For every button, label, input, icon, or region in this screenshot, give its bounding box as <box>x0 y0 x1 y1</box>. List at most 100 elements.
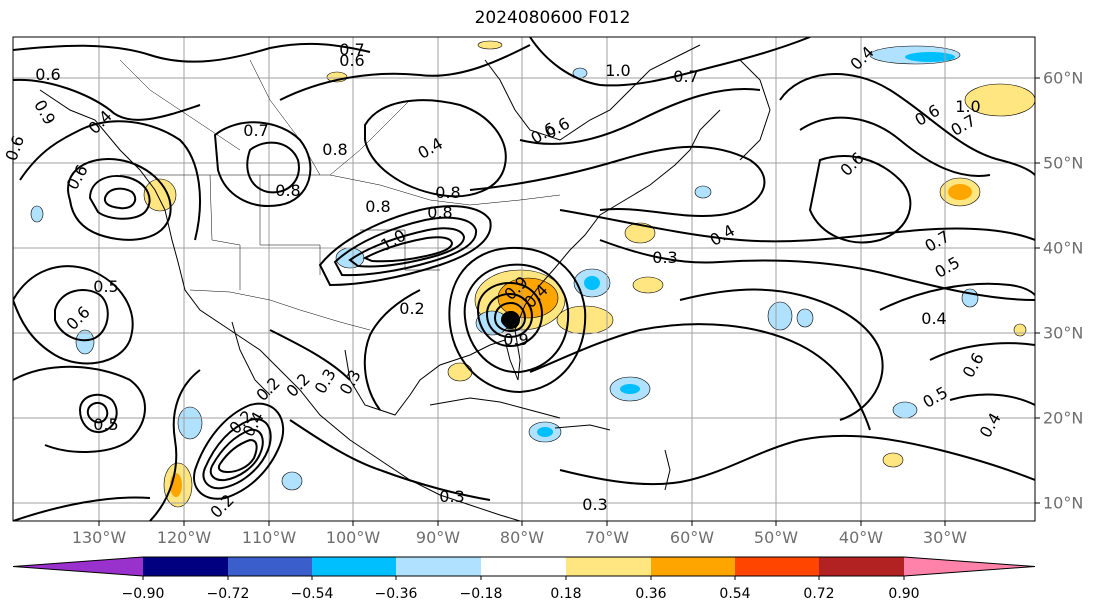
lat-label: 10°N <box>1043 493 1084 513</box>
negative-patch <box>281 471 303 491</box>
colorbar-segment <box>819 557 904 576</box>
lat-label: 60°N <box>1043 68 1084 88</box>
contour-lines <box>13 37 1035 521</box>
colorbar-tick-label: 0.54 <box>719 586 751 602</box>
contour-label: 0.3 <box>652 248 677 267</box>
colorbar-tick-label: 0.36 <box>635 586 667 602</box>
contour-label: 0.4 <box>706 221 738 250</box>
contour-label: 0.4 <box>921 309 946 328</box>
lon-label: 110°W <box>241 528 297 547</box>
contour-label: 0.6 <box>2 133 29 163</box>
negative-patch <box>892 401 918 419</box>
colorbar-tick-label: −0.90 <box>121 586 165 602</box>
shaded-anomaly-patches <box>30 40 1035 508</box>
lon-label: 60°W <box>669 528 715 547</box>
colorbar-segment <box>651 557 735 576</box>
strong-negative-patch <box>537 427 553 437</box>
negative-patch <box>796 308 814 328</box>
negative-patch <box>694 185 712 199</box>
contour-label: 0.5 <box>919 383 951 412</box>
strong-negative-patch <box>620 384 640 394</box>
colorbar-tick-label: −0.72 <box>206 586 250 602</box>
lon-label: 120°W <box>156 528 212 547</box>
contour-label: 1.0 <box>955 97 980 116</box>
contour-label: 0.6 <box>959 349 988 381</box>
map-title: 2024080600 F012 <box>474 8 631 28</box>
lat-label: 50°N <box>1043 153 1084 173</box>
positive-patch <box>1013 323 1027 337</box>
lat-label: 30°N <box>1043 323 1084 343</box>
contour-label: 0.6 <box>836 148 867 179</box>
contour-label: 0.8 <box>427 203 452 222</box>
positive-patch <box>632 276 664 294</box>
contour-label: 0.5 <box>93 277 118 296</box>
contour-label: 0.4 <box>846 42 877 73</box>
contour-label: 0.6 <box>62 302 93 333</box>
positive-patch <box>624 222 656 244</box>
lon-label: 70°W <box>584 528 630 547</box>
lon-label: 90°W <box>415 528 461 547</box>
colorbar-tick-label: 0.90 <box>888 586 920 602</box>
contour-label: 0.4 <box>414 134 446 163</box>
colorbar-tick-label: 0.72 <box>803 586 835 602</box>
colorbar-extend-max <box>904 557 1035 576</box>
lat-label: 40°N <box>1043 238 1084 258</box>
colorbar-tick-label: −0.18 <box>459 586 503 602</box>
contour-label: 0.3 <box>582 495 607 514</box>
contour-label: 0.6 <box>35 65 60 84</box>
lon-label: 130°W <box>71 528 127 547</box>
colorbar-segment <box>228 557 312 576</box>
colorbar-segment <box>481 557 566 576</box>
contour-label: 0.7 <box>243 121 268 140</box>
positive-patch <box>143 178 177 212</box>
contour-label: 0.2 <box>282 369 313 400</box>
contour-label: 0.8 <box>322 140 347 159</box>
contour-label: 0.9 <box>503 330 528 349</box>
contour-label: 0.3 <box>439 487 464 506</box>
contour-label: 0.8 <box>365 197 390 216</box>
contour-label: 0.8 <box>435 183 460 202</box>
contour-label: 0.4 <box>976 409 1005 441</box>
map-frame <box>12 36 1036 522</box>
negative-patch <box>75 329 95 355</box>
lat-label: 20°N <box>1043 408 1084 428</box>
contour-label: 0.2 <box>252 373 283 404</box>
positive-patch <box>964 83 1035 117</box>
political-borders <box>119 59 561 331</box>
colorbar-segment <box>312 557 396 576</box>
contour-label: 0.9 <box>30 96 59 128</box>
contour-label: 0.8 <box>275 181 300 200</box>
positive-patch <box>447 362 473 382</box>
colorbar-segment <box>735 557 819 576</box>
lon-label: 40°W <box>838 528 884 547</box>
lon-label: 30°W <box>922 528 968 547</box>
strong-negative-patch <box>905 52 955 62</box>
lon-label: 80°W <box>499 528 545 547</box>
lon-label: 100°W <box>325 528 381 547</box>
positive-patch <box>477 40 503 50</box>
negative-patch <box>30 205 44 223</box>
colorbar-extend-min <box>13 557 143 576</box>
strong-positive-patch <box>948 184 972 200</box>
colorbar-segment <box>143 557 228 576</box>
contour-label: 0.7 <box>673 67 698 86</box>
contour-label: 1.0 <box>605 61 630 80</box>
strong-negative-patch <box>584 276 600 290</box>
colorbar-tick-label: −0.36 <box>374 586 418 602</box>
negative-patch <box>767 301 793 331</box>
contour-label: 0.2 <box>399 299 424 318</box>
contour-label: 0.6 <box>339 51 364 70</box>
strong-positive-patch <box>497 277 559 319</box>
coastlines <box>39 44 771 521</box>
colorbar-segment <box>566 557 651 576</box>
colorbar <box>12 556 1036 580</box>
colorbar-tick-label: −0.54 <box>290 586 334 602</box>
contour-label: 0.3 <box>311 365 340 397</box>
contour-label: 0.5 <box>931 253 963 282</box>
contour-label: 0.7 <box>921 227 953 256</box>
contour-label: 0.7 <box>339 40 364 59</box>
axis-ticks <box>98 77 1040 526</box>
lon-label: 50°W <box>753 528 799 547</box>
colorbar-segment <box>396 557 481 576</box>
